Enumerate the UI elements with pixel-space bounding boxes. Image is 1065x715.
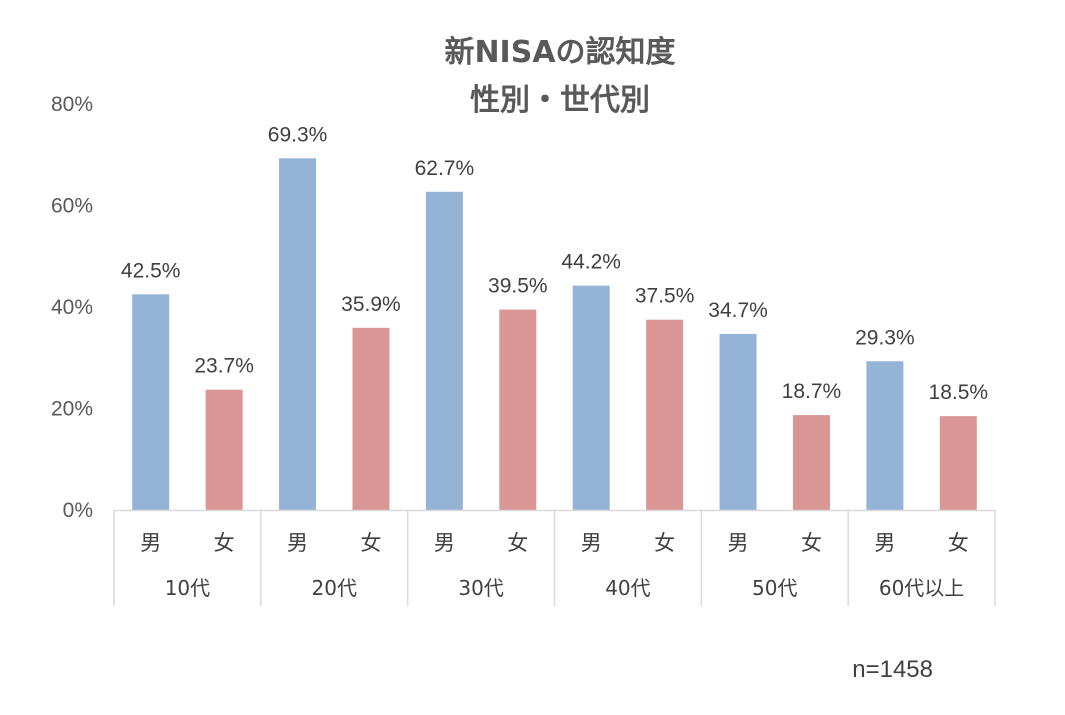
chart-title-line-1: 新NISAの認知度 [444,35,675,70]
data-label: 44.2% [561,251,621,274]
x-group-label: 40代 [605,576,650,600]
x-subcategory-label: 男 [140,531,161,555]
bar [499,309,537,510]
bar [792,415,830,510]
x-group-label: 20代 [312,576,357,600]
data-label: 29.3% [855,326,915,349]
x-group-label: 60代以上 [879,576,964,600]
data-label: 18.5% [929,381,989,404]
x-subcategory-label: 男 [581,531,602,555]
x-subcategory-label: 女 [360,531,381,555]
bar [866,361,904,510]
y-tick-label: 0% [63,499,93,522]
data-label: 37.5% [635,285,695,308]
x-subcategory-label: 男 [287,531,308,555]
data-labels: 42.5% 69.3% 62.7% 44.2% 34.7% 29.3% 23.7% 35.9%… [121,123,988,404]
sample-size-note: n=1458 [852,656,933,683]
bar [646,319,684,510]
data-label: 34.7% [708,299,768,322]
bar [205,389,243,510]
bar [719,333,757,510]
x-subcategory-label: 男 [874,531,895,555]
bar [352,327,390,510]
data-label: 35.9% [341,293,401,316]
x-subcategory-label: 男 [434,531,455,555]
x-subcategory-label: 女 [801,531,822,555]
data-label: 42.5% [121,259,181,282]
y-tick-label: 60% [51,195,93,218]
bar [572,285,610,510]
data-label: 62.7% [415,157,475,180]
x-subcategory-label: 女 [507,531,528,555]
y-axis: 0% 20% 40% 60% 80% [51,93,93,522]
chart-title-line-2: 性別・世代別 [470,83,650,118]
x-group-label: 30代 [458,576,503,600]
x-subcategory-label: 女 [654,531,675,555]
bar [425,191,463,511]
x-group-label: 10代 [165,576,210,600]
data-label: 69.3% [268,123,328,146]
bar [939,416,977,510]
x-subcategory-label: 女 [214,531,235,555]
y-tick-label: 20% [51,398,93,421]
x-subcategory-label: 女 [948,531,969,555]
y-tick-label: 40% [51,296,93,319]
x-axis: 男女10代男 女20代男 女30代男 女40代男 女50代男 女60代以上 [113,509,996,606]
data-label: 18.7% [782,380,842,403]
bars [132,158,977,511]
bar [279,158,317,511]
x-group-label: 50代 [752,576,797,600]
bar [132,294,170,510]
data-label: 39.5% [488,275,548,298]
y-tick-label: 80% [51,93,93,116]
data-label: 23.7% [194,355,254,378]
x-subcategory-label: 男 [728,531,749,555]
